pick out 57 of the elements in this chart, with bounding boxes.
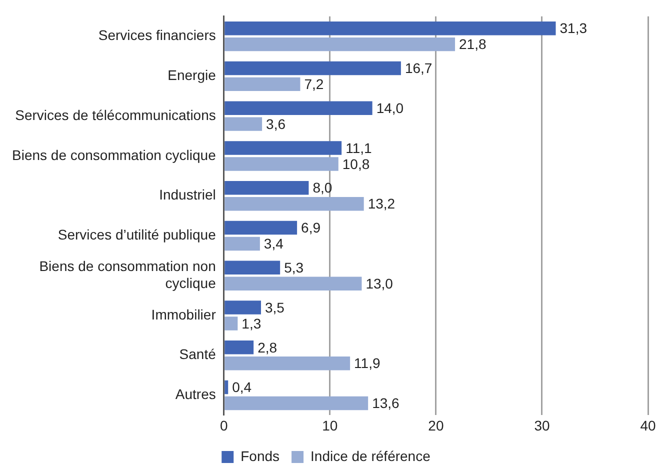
data-label: 31,3 (560, 20, 588, 36)
bar (224, 396, 368, 410)
x-tick-label: 0 (220, 417, 228, 434)
x-tick-label: 10 (322, 417, 338, 434)
bar (224, 77, 300, 92)
data-label: 13,6 (372, 395, 400, 412)
bar (224, 181, 309, 195)
data-label: 11,1 (346, 140, 372, 156)
data-label: 5,3 (284, 260, 304, 276)
bar (224, 316, 238, 330)
y-tick-label: Services de télécommunications (15, 106, 216, 123)
x-tick-label: 40 (640, 417, 656, 434)
bar (224, 380, 228, 394)
data-label: 3,6 (266, 116, 286, 132)
bar (224, 101, 372, 115)
data-label: 14,0 (376, 100, 404, 116)
data-label: 0,4 (232, 379, 252, 396)
y-tick-label: Santé (179, 346, 216, 362)
bar (224, 340, 254, 354)
data-label: 21,8 (459, 36, 486, 52)
data-label: 10,8 (342, 156, 370, 172)
bar (224, 141, 342, 155)
bar (224, 236, 260, 251)
bar (224, 260, 280, 275)
data-label: 3,5 (264, 299, 285, 316)
data-label: 13,0 (366, 275, 394, 292)
legend-label: Fonds (240, 448, 280, 464)
data-label: 13,2 (368, 196, 396, 212)
data-label: 8,0 (312, 180, 332, 196)
y-tick-label: Industriel (159, 186, 216, 203)
data-label: 1,3 (242, 315, 262, 332)
y-tick-label: Services d’utilité publique (58, 226, 216, 243)
legend-label: Indice de référence (310, 448, 431, 464)
bar (224, 157, 338, 171)
y-tick-label: Biens de consommation cyclique (12, 146, 216, 163)
bar (224, 117, 262, 131)
bar (224, 300, 261, 314)
y-tick-label: Energie (168, 67, 216, 84)
bar (224, 61, 401, 76)
data-label: 11,9 (354, 355, 380, 372)
x-tick-label: 30 (534, 417, 550, 434)
bar (224, 37, 456, 52)
bar (224, 22, 556, 36)
bar (224, 356, 350, 370)
y-tick-label: Services financiers (98, 27, 216, 44)
data-label: 3,4 (264, 236, 284, 252)
bar (224, 276, 362, 290)
bar (224, 220, 298, 235)
bar (224, 196, 364, 211)
data-label: 6,9 (301, 220, 321, 236)
data-label: 16,7 (404, 60, 432, 76)
x-tick-label: 20 (428, 417, 444, 434)
y-tick-label: Biens de consommation non cyclique (39, 258, 216, 291)
data-label: 2,8 (258, 339, 278, 356)
data-label: 7,2 (304, 76, 324, 92)
y-tick-label: Immobilier (151, 306, 216, 322)
y-tick-label: Autres (175, 386, 216, 402)
